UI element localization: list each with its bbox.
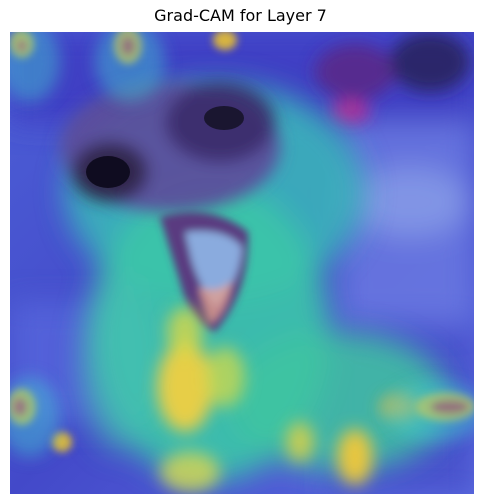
- dog-nose: [86, 156, 130, 188]
- figure-title: Grad-CAM for Layer 7: [154, 6, 327, 25]
- dog-mouth: [160, 212, 249, 332]
- dog-head-region: [60, 82, 280, 212]
- gradcam-heatmap-image: [10, 32, 474, 494]
- activation-halos: [10, 32, 474, 457]
- background-objects: [315, 32, 470, 124]
- dog-eye: [204, 106, 244, 130]
- heatmap-overlay-svg: [10, 32, 474, 494]
